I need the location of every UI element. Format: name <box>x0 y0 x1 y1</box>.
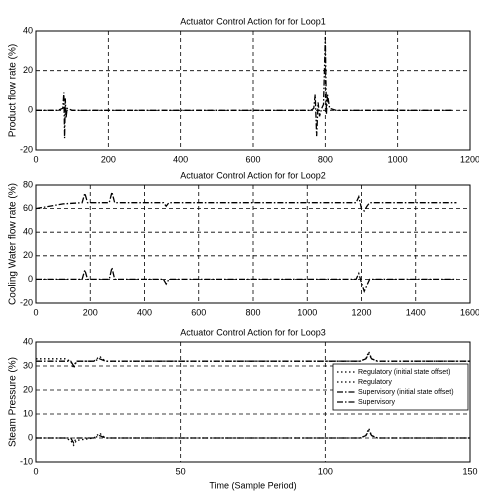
y-tick-label: 80 <box>23 179 33 189</box>
y-tick-label: 0 <box>28 105 33 115</box>
x-tick-label: 600 <box>245 154 260 164</box>
x-tick-label: 1400 <box>406 307 426 317</box>
x-tick-label: 150 <box>462 466 477 476</box>
legend-label: Supervisory (initial state offset) <box>358 389 454 396</box>
x-tick-label: 800 <box>245 307 260 317</box>
legend-label: Regulatory <box>358 379 392 386</box>
y-tick-label: -20 <box>20 297 33 307</box>
data-line <box>36 349 470 371</box>
data-line <box>36 36 452 139</box>
x-tick-label: 0 <box>33 466 38 476</box>
y-tick-label: 20 <box>23 384 33 394</box>
x-tick-label: 200 <box>83 307 98 317</box>
y-tick-label: -20 <box>20 144 33 154</box>
y-tick-label: 0 <box>28 432 33 442</box>
y-tick-label: 40 <box>23 25 33 35</box>
y-axis-label: Product flow rate (%) <box>8 44 19 137</box>
x-tick-label: 400 <box>137 307 152 317</box>
legend: Regulatory (initial state offset) Regulat… <box>332 363 469 411</box>
data-line <box>36 352 470 368</box>
legend-label: Supervisory <box>358 399 395 406</box>
x-tick-label: 600 <box>191 307 206 317</box>
y-tick-label: 40 <box>23 227 33 237</box>
x-axis-label: Time (Sample Period) <box>209 480 296 490</box>
y-tick-label: 40 <box>23 336 33 346</box>
data-line <box>36 267 457 293</box>
x-tick-label: 1000 <box>388 154 408 164</box>
x-tick-label: 1200 <box>460 154 479 164</box>
x-tick-label: 1600 <box>460 307 479 317</box>
x-tick-label: 0 <box>33 307 38 317</box>
x-tick-label: 100 <box>318 466 333 476</box>
x-tick-label: 1200 <box>351 307 371 317</box>
data-line <box>36 426 470 447</box>
y-tick-label: 10 <box>23 408 33 418</box>
y-tick-label: 60 <box>23 203 33 213</box>
y-tick-label: 20 <box>23 65 33 75</box>
data-line <box>36 429 470 445</box>
y-tick-label: 30 <box>23 360 33 370</box>
y-tick-label: -10 <box>20 456 33 466</box>
x-tick-label: 0 <box>33 154 38 164</box>
y-axis-label: Steam Pressure (%) <box>8 357 19 447</box>
x-tick-label: 400 <box>173 154 188 164</box>
x-tick-label: 800 <box>318 154 333 164</box>
x-tick-label: 50 <box>176 466 186 476</box>
legend-label: Regulatory (initial state offset) <box>358 369 450 376</box>
x-tick-label: 200 <box>101 154 116 164</box>
y-tick-label: 0 <box>28 274 33 284</box>
x-tick-label: 1000 <box>297 307 317 317</box>
chart-title: Actuator Control Action for for Loop3 <box>180 327 326 337</box>
y-tick-label: 20 <box>23 250 33 260</box>
chart-title: Actuator Control Action for for Loop2 <box>180 170 326 180</box>
chart-title: Actuator Control Action for for Loop1 <box>180 16 326 26</box>
legend-box <box>332 363 469 411</box>
data-line <box>35 190 457 212</box>
y-axis-label: Cooling Water flow rate (%) <box>8 183 19 305</box>
